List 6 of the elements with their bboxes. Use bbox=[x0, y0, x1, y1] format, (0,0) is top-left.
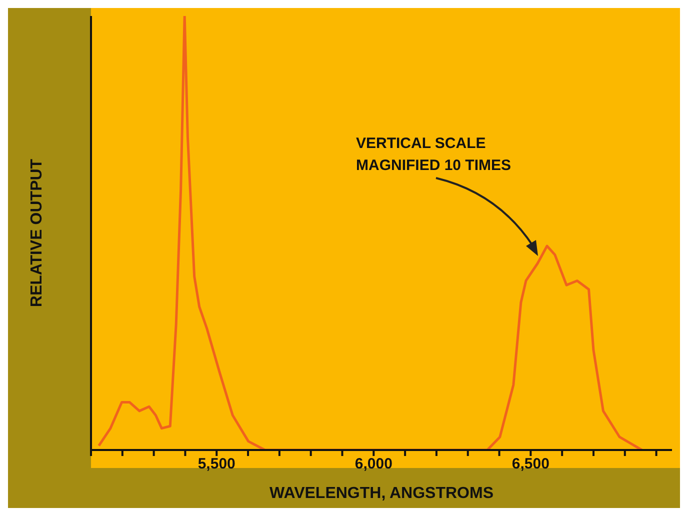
y-axis-title: RELATIVE OUTPUT bbox=[28, 158, 46, 308]
x-tick-label: 6,000 bbox=[354, 456, 392, 473]
annotation: VERTICAL SCALE MAGNIFIED 10 TIMES bbox=[356, 135, 512, 174]
x-tick-label: 5,500 bbox=[198, 456, 236, 473]
x-tick-label: 6,500 bbox=[512, 456, 550, 473]
x-axis-title: WAVELENGTH, ANGSTROMS bbox=[270, 485, 494, 502]
